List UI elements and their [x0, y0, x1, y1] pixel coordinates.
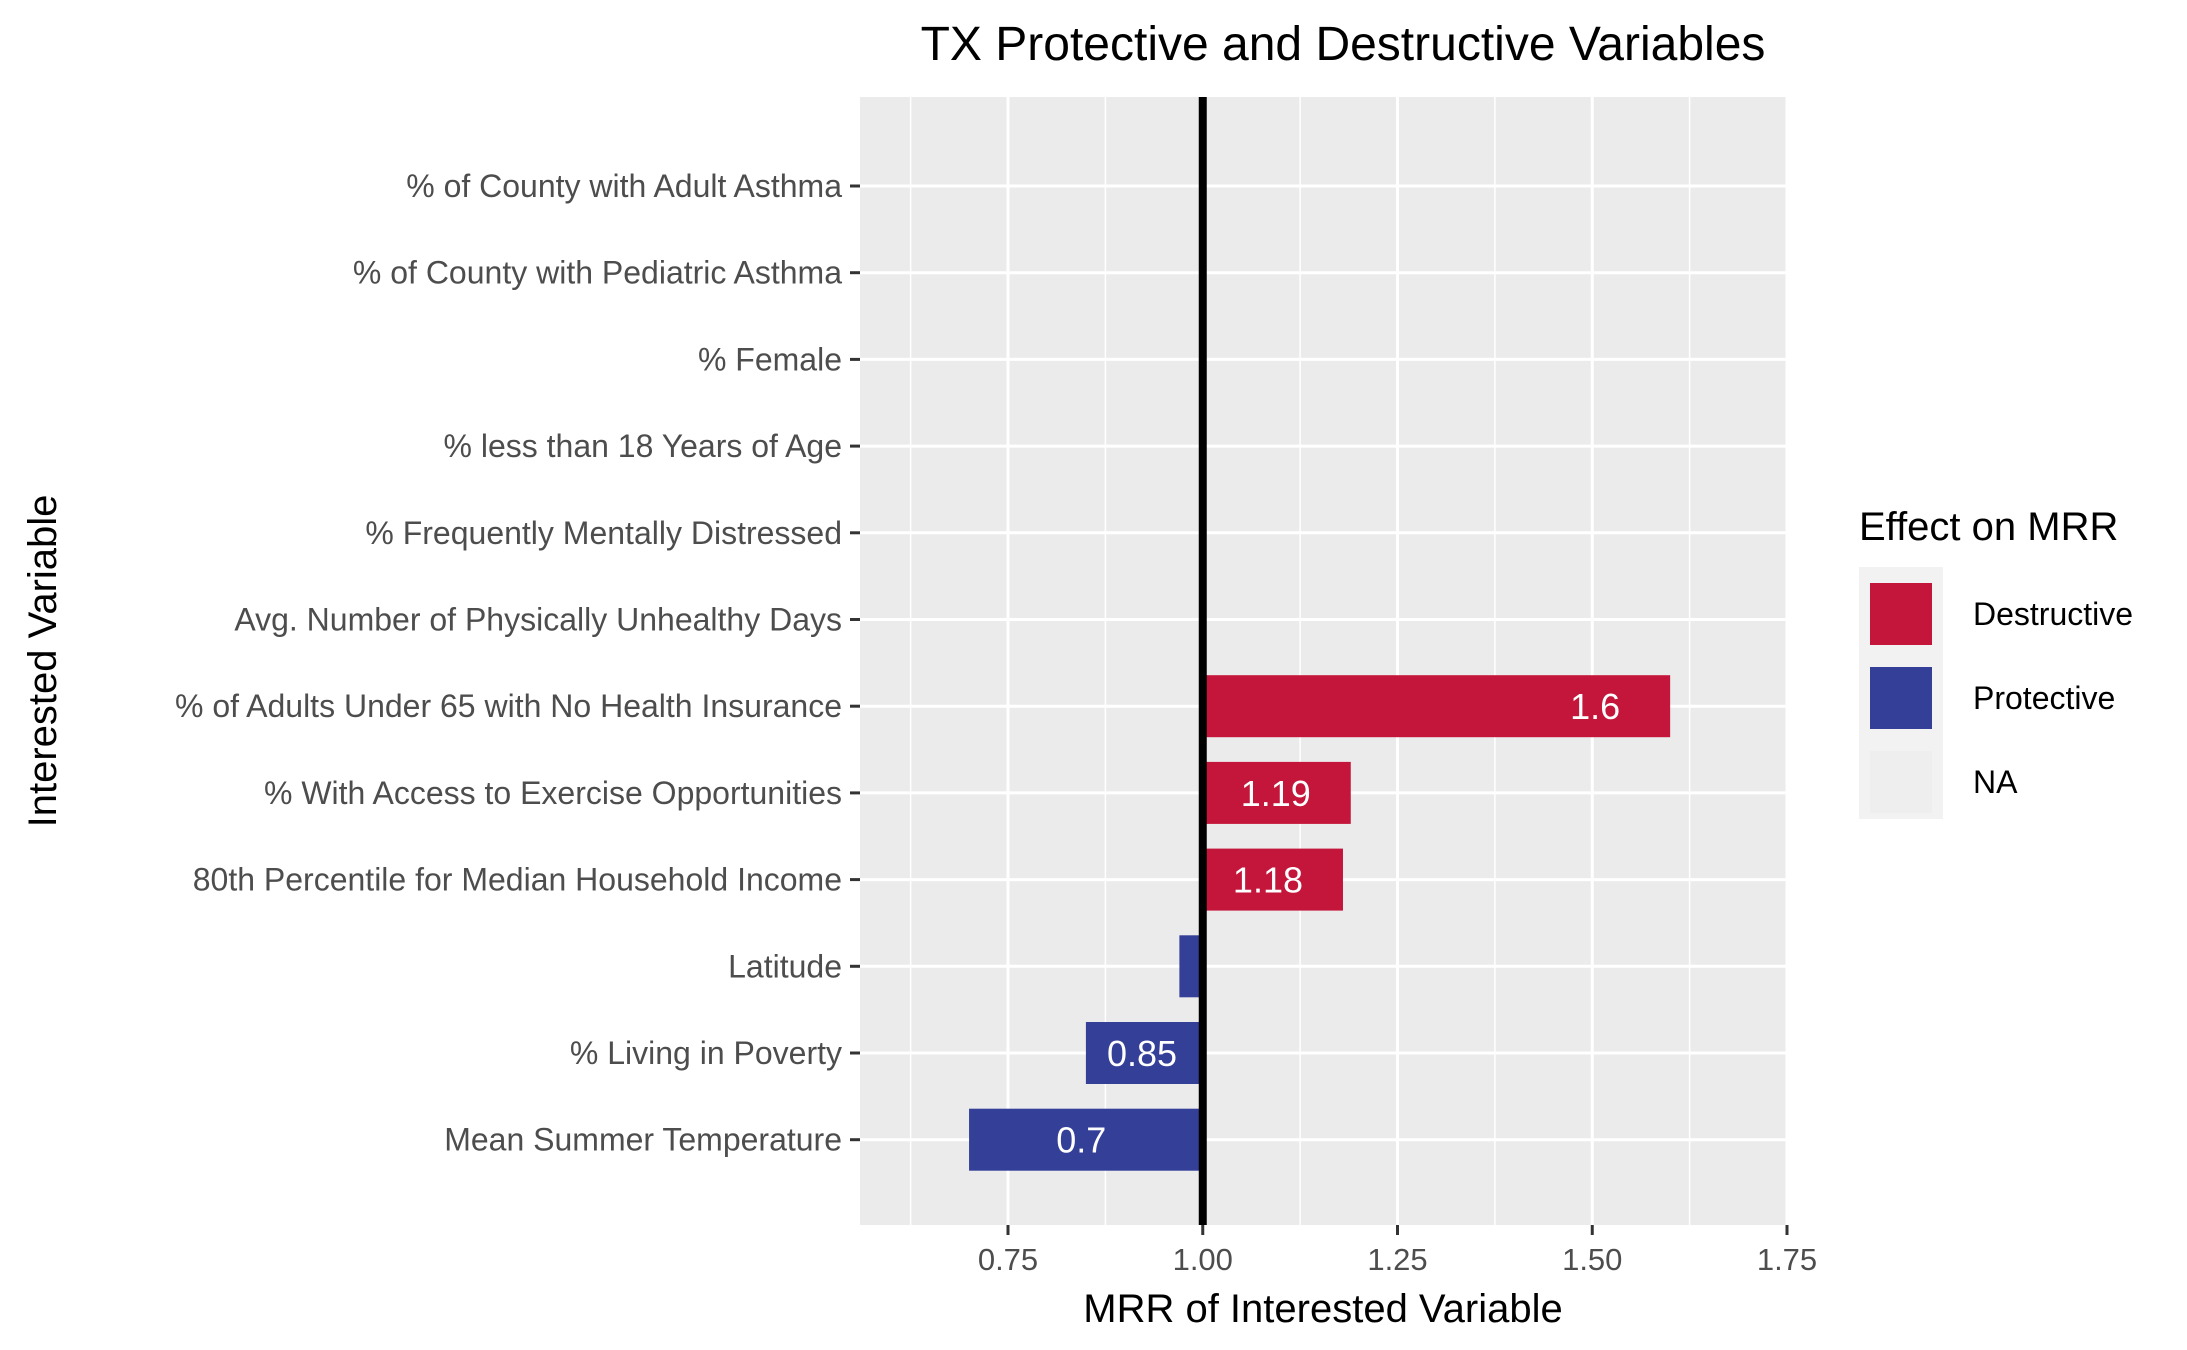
legend-label: NA: [1973, 764, 2018, 800]
legend-label: Protective: [1973, 680, 2115, 716]
y-tick-label: % With Access to Exercise Opportunities: [264, 775, 842, 811]
y-tick-label: 80th Percentile for Median Household Inc…: [193, 862, 842, 898]
legend-key: [1870, 751, 1932, 813]
bar: [1202, 675, 1671, 738]
bar: [969, 1108, 1203, 1171]
y-tick-label: Latitude: [728, 948, 842, 984]
y-tick-label: Mean Summer Temperature: [444, 1122, 842, 1158]
y-tick-label: % Female: [698, 341, 842, 377]
bar: [1179, 935, 1203, 998]
x-tick-label: 1.25: [1367, 1242, 1427, 1277]
x-axis-ticks: 0.75 1.00 1.25 1.50 1.75: [978, 1225, 1817, 1277]
plot-panel: [860, 97, 1787, 1225]
x-tick-label: 0.75: [978, 1242, 1038, 1277]
bars: [969, 675, 1671, 1171]
y-tick-label: % of County with Adult Asthma: [406, 168, 842, 204]
x-tick-label: 1.00: [1173, 1242, 1233, 1277]
bar: [1202, 761, 1351, 824]
legend-key: [1870, 583, 1932, 645]
y-axis-ticks: % of County with Adult Asthma % of County…: [175, 168, 860, 1158]
y-tick-label: % less than 18 Years of Age: [443, 428, 842, 464]
chart-title: TX Protective and Destructive Variables: [921, 18, 1766, 71]
legend-title: Effect on MRR: [1859, 505, 2118, 549]
bar-data-label: 0.85: [1107, 1033, 1177, 1074]
legend: Effect on MRR Destructive Protective NA: [1859, 505, 2133, 819]
bar-data-label: 1.19: [1241, 773, 1311, 814]
x-tick-label: 1.75: [1757, 1242, 1817, 1277]
y-tick-label: % Living in Poverty: [570, 1035, 842, 1071]
bar-data-label: 1.6: [1570, 686, 1620, 727]
legend-label: Destructive: [1973, 596, 2133, 632]
y-axis-title: Interested Variable: [21, 495, 65, 828]
x-axis-title: MRR of Interested Variable: [1083, 1287, 1562, 1331]
x-tick-label: 1.50: [1562, 1242, 1622, 1277]
bar: [1202, 848, 1343, 911]
bar-data-label: 0.7: [1056, 1120, 1106, 1161]
y-tick-label: Avg. Number of Physically Unhealthy Days: [234, 602, 842, 638]
y-tick-label: % of County with Pediatric Asthma: [353, 255, 842, 291]
bar-labels: 1.6 1.19 1.18 0.85 0.7: [1056, 686, 1620, 1160]
bar: [1085, 1022, 1203, 1084]
bar-data-label: 1.18: [1233, 860, 1303, 901]
y-tick-label: % Frequently Mentally Distressed: [365, 515, 842, 551]
y-tick-label: % of Adults Under 65 with No Health Insu…: [175, 688, 842, 724]
legend-key: [1870, 667, 1932, 729]
